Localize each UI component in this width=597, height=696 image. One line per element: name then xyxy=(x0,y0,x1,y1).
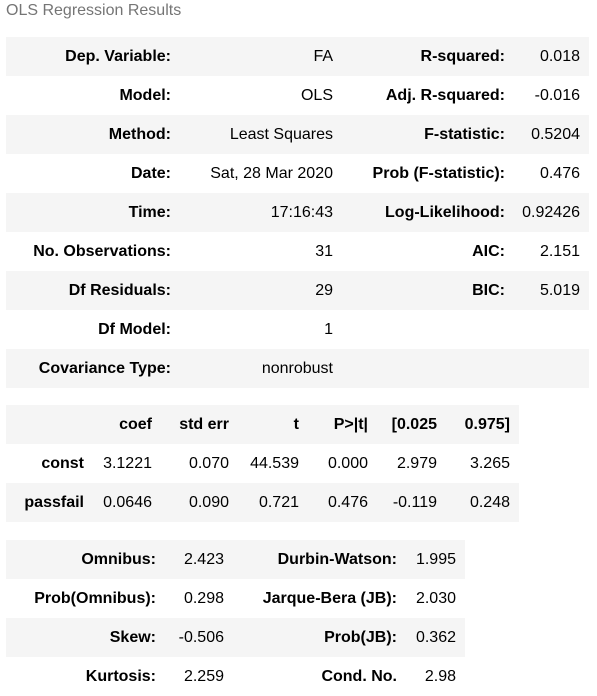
summary-value: OLS xyxy=(300,86,333,104)
diagnostic-label: Skew: xyxy=(109,628,156,646)
summary-value: 2.151 xyxy=(539,242,580,260)
summary-value: Sat, 28 Mar 2020 xyxy=(210,164,333,182)
table-cell: 3.1221 xyxy=(103,454,152,472)
summary-value xyxy=(512,349,589,388)
column-header: P>|t| xyxy=(333,415,368,433)
table-row: Skew: -0.506 Prob(JB): 0.362 xyxy=(6,618,465,657)
diagnostic-value: 1.995 xyxy=(415,550,456,568)
summary-value: 1 xyxy=(324,320,333,338)
table-row: Covariance Type: nonrobust xyxy=(6,349,589,388)
table-row: Method: Least Squares F-statistic: 0.520… xyxy=(6,115,589,154)
table-row: Prob(Omnibus): 0.298 Jarque-Bera (JB): 2… xyxy=(6,579,465,618)
summary-label xyxy=(343,349,512,388)
table-cell: 0.090 xyxy=(188,493,229,511)
diagnostic-value: -0.506 xyxy=(178,628,224,646)
table-cell: -0.119 xyxy=(392,493,437,511)
summary-label: Method: xyxy=(108,125,171,143)
column-header: [0.025 xyxy=(391,415,437,433)
table-row: Model: OLS Adj. R-squared: -0.016 xyxy=(6,76,589,115)
summary-label: Dep. Variable: xyxy=(65,47,171,65)
summary-value: Least Squares xyxy=(229,125,333,143)
summary-value xyxy=(512,310,589,349)
row-header: const xyxy=(41,454,84,472)
diagnostic-label: Jarque-Bera (JB): xyxy=(262,589,397,607)
model-summary-table: Dep. Variable: FA R-squared: 0.018 Model… xyxy=(6,37,589,388)
summary-value: 0.018 xyxy=(539,47,580,65)
summary-label: Df Model: xyxy=(98,320,171,338)
summary-value: nonrobust xyxy=(261,359,333,377)
column-header: 0.975] xyxy=(464,415,510,433)
summary-label: Log-Likelihood: xyxy=(385,203,505,221)
summary-label xyxy=(343,310,512,349)
table-row: Df Residuals: 29 BIC: 5.019 xyxy=(6,271,589,310)
table-header-row: coef std err t P>|t| [0.025 0.975] xyxy=(6,405,519,444)
table-cell: 0.476 xyxy=(327,493,368,511)
table-row: Kurtosis: 2.259 Cond. No. 2.98 xyxy=(6,657,465,696)
table-cell: 0.070 xyxy=(188,454,229,472)
table-row: const 3.1221 0.070 44.539 0.000 2.979 3.… xyxy=(6,444,519,483)
summary-label: Df Residuals: xyxy=(68,281,171,299)
diagnostic-value: 0.298 xyxy=(183,589,224,607)
summary-label: Adj. R-squared: xyxy=(385,86,505,104)
diagnostic-label: Durbin-Watson: xyxy=(277,550,397,568)
diagnostic-value: 2.030 xyxy=(415,589,456,607)
summary-value: 0.476 xyxy=(539,164,580,182)
summary-value: 17:16:43 xyxy=(270,203,333,221)
diagnostic-label: Prob(JB): xyxy=(324,628,397,646)
diagnostic-value: 2.98 xyxy=(424,667,456,685)
table-cell: 2.979 xyxy=(396,454,437,472)
table-row: passfail 0.0646 0.090 0.721 0.476 -0.119… xyxy=(6,483,519,522)
table-caption: OLS Regression Results xyxy=(6,2,182,19)
column-header xyxy=(6,405,93,444)
diagnostic-label: Prob(Omnibus): xyxy=(34,589,156,607)
diagnostic-label: Cond. No. xyxy=(321,667,397,685)
summary-label: BIC: xyxy=(472,281,505,299)
table-row: Date: Sat, 28 Mar 2020 Prob (F-statistic… xyxy=(6,154,589,193)
table-row: Time: 17:16:43 Log-Likelihood: 0.92426 xyxy=(6,193,589,232)
column-header: t xyxy=(293,415,299,433)
summary-value: 5.019 xyxy=(539,281,580,299)
diagnostics-table: Omnibus: 2.423 Durbin-Watson: 1.995 Prob… xyxy=(6,540,465,696)
table-cell: 3.265 xyxy=(469,454,510,472)
summary-value: -0.016 xyxy=(534,86,580,104)
summary-value: 31 xyxy=(315,242,333,260)
summary-label: No. Observations: xyxy=(33,242,171,260)
table-row: No. Observations: 31 AIC: 2.151 xyxy=(6,232,589,271)
diagnostic-label: Omnibus: xyxy=(81,550,156,568)
summary-value: 29 xyxy=(315,281,333,299)
table-cell: 0.000 xyxy=(327,454,368,472)
summary-label: Model: xyxy=(119,86,171,104)
summary-label: Time: xyxy=(128,203,171,221)
table-cell: 0.248 xyxy=(469,493,510,511)
diagnostic-value: 2.423 xyxy=(183,550,224,568)
diagnostic-value: 0.362 xyxy=(415,628,456,646)
summary-label: Covariance Type: xyxy=(38,359,171,377)
summary-value: 0.5204 xyxy=(531,125,580,143)
summary-value: 0.92426 xyxy=(522,203,580,221)
summary-label: R-squared: xyxy=(420,47,505,65)
table-cell: 44.539 xyxy=(250,454,299,472)
table-cell: 0.0646 xyxy=(103,493,152,511)
diagnostic-label: Kurtosis: xyxy=(85,667,156,685)
column-header: std err xyxy=(179,415,229,433)
diagnostic-value: 2.259 xyxy=(183,667,224,685)
table-row: Df Model: 1 xyxy=(6,310,589,349)
summary-label: AIC: xyxy=(472,242,505,260)
table-row: Omnibus: 2.423 Durbin-Watson: 1.995 xyxy=(6,540,465,579)
row-header: passfail xyxy=(24,493,84,511)
coefficient-table: coef std err t P>|t| [0.025 0.975] const… xyxy=(6,405,519,522)
summary-label: Prob (F-statistic): xyxy=(372,164,505,182)
table-cell: 0.721 xyxy=(258,493,299,511)
summary-label: Date: xyxy=(130,164,171,182)
summary-label: F-statistic: xyxy=(424,125,505,143)
table-row: Dep. Variable: FA R-squared: 0.018 xyxy=(6,37,589,76)
summary-value: FA xyxy=(313,47,333,65)
column-header: coef xyxy=(119,415,152,433)
